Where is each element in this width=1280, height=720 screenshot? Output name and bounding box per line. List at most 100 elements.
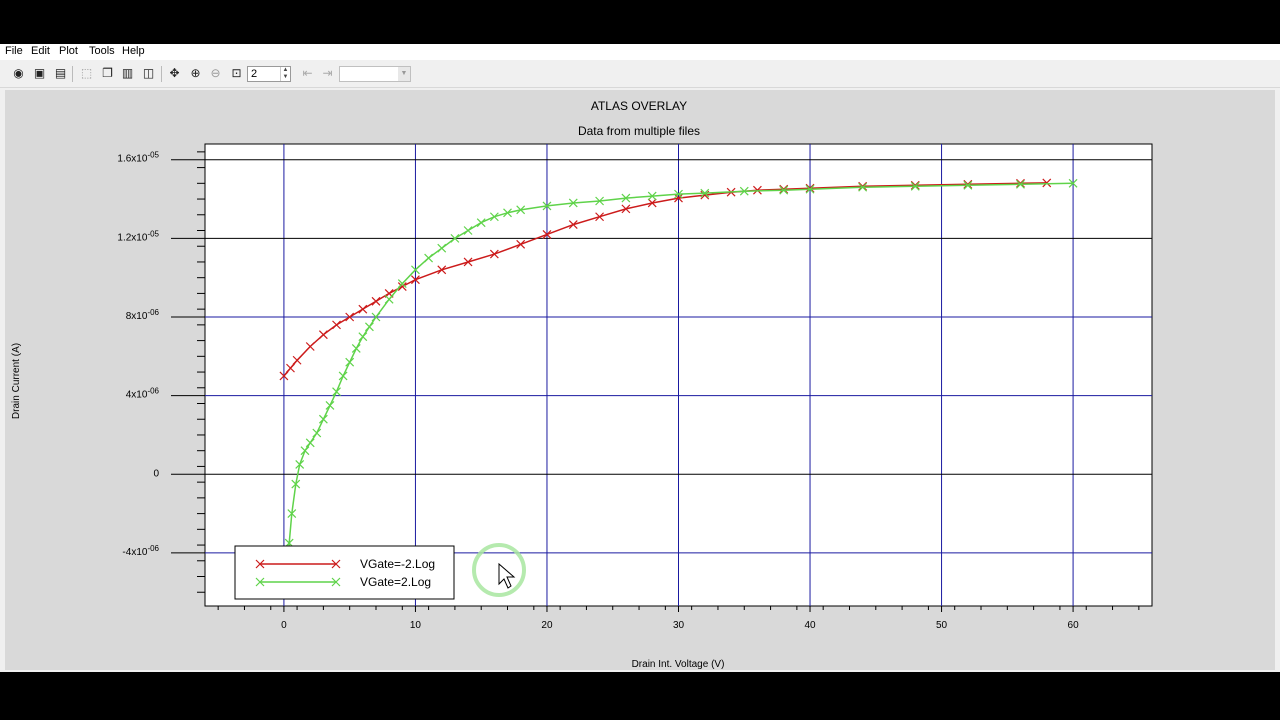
- data-point: [291, 479, 301, 489]
- chevron-down-icon[interactable]: ▼: [398, 67, 410, 81]
- grid: [205, 144, 1152, 606]
- data-point: [338, 371, 348, 381]
- data-point: [647, 191, 657, 201]
- data-point: [910, 180, 920, 190]
- data-point: [332, 387, 341, 397]
- data-point: [384, 294, 394, 304]
- legend-label: VGate=2.Log: [360, 575, 431, 589]
- data-point: [397, 282, 407, 291]
- data-point: [371, 296, 381, 306]
- data-point: [779, 185, 789, 195]
- copy-icon[interactable]: ❐: [102, 66, 113, 80]
- y-tick-label: 1.2x10-05: [117, 229, 159, 243]
- data-point: [286, 363, 295, 373]
- data-point: [805, 184, 815, 194]
- data-point: [595, 212, 605, 222]
- data-point: [371, 312, 381, 322]
- zoom-level-value: 2: [251, 68, 258, 80]
- data-point: [963, 180, 973, 190]
- data-point: [463, 257, 473, 267]
- toolbar-separator: [72, 66, 73, 82]
- mouse-pointer-icon: [498, 562, 516, 589]
- data-point: [312, 428, 322, 438]
- data-point: [463, 226, 473, 235]
- zoom-level-stepper[interactable]: 2 ▲ ▼: [247, 66, 291, 82]
- data-point: [542, 201, 552, 211]
- toolbar: ◉ ▣ ▤ ⬚ ❐ ▥ ◫ ✥ ⊕ ⊖ ⊡ 2 ▲ ▼ ⇤ ⇥ ▼: [0, 61, 1280, 88]
- data-point: [489, 212, 499, 222]
- data-point: [364, 322, 374, 332]
- data-point: [411, 265, 420, 275]
- data-point: [963, 179, 973, 189]
- data-point: [287, 509, 297, 519]
- chart-title: ATLAS OVERLAY: [591, 99, 687, 113]
- data-point: [779, 184, 789, 194]
- data-point: [621, 193, 631, 203]
- data-point: [318, 414, 328, 424]
- data-point: [647, 198, 657, 208]
- legend-box: [234, 545, 455, 600]
- data-point: [674, 193, 683, 203]
- tile-icon[interactable]: ◫: [142, 66, 155, 80]
- menu-help[interactable]: Help: [122, 45, 145, 57]
- data-point: [1068, 178, 1078, 188]
- menu-plot[interactable]: Plot: [59, 45, 78, 57]
- x-tick-label: 40: [804, 620, 816, 631]
- legend: VGate=-2.Log VGate=2.Log: [234, 545, 455, 600]
- series-line: [283, 182, 1047, 377]
- data-point: [358, 332, 368, 342]
- y-tick-mantissa: 4x10: [126, 390, 148, 401]
- axes: 0 10 20 30 40 50 60-4x10-0604x10-068x10-061.2x…: [117, 151, 1140, 631]
- chart-svg: ATLAS OVERLAY Data from multiple files 0…: [11, 99, 1153, 670]
- x-tick-label: 0: [281, 620, 287, 631]
- data-point: [805, 183, 815, 193]
- tonyplot-window: File Edit Plot Tools Help ◉ ▣ ▤ ⬚ ❐ ▥ ◫ …: [0, 44, 1280, 672]
- delete-icon[interactable]: ▥: [121, 66, 134, 80]
- toolbar-separator: [161, 66, 162, 82]
- data-point: [1016, 179, 1025, 189]
- data-point: [739, 186, 749, 196]
- data-point: [674, 189, 683, 199]
- data-point: [345, 312, 355, 322]
- y-tick-exponent: -06: [147, 544, 159, 553]
- zoom-out-icon[interactable]: ⊖: [210, 66, 221, 80]
- data-point: [858, 182, 868, 192]
- legend-marker: [331, 559, 341, 569]
- data-point: [358, 304, 368, 314]
- x-tick-label: 60: [1068, 620, 1080, 631]
- select-icon[interactable]: ⬚: [80, 66, 93, 80]
- data-point: [568, 220, 578, 230]
- data-point: [516, 239, 526, 249]
- plot-selector-combo[interactable]: ▼: [339, 66, 411, 82]
- zoom-in-icon[interactable]: ⊕: [190, 66, 201, 80]
- print-icon[interactable]: ▤: [54, 66, 67, 80]
- pan-icon[interactable]: ✥: [169, 66, 180, 80]
- y-tick-exponent: -05: [147, 229, 159, 238]
- menu-bar: File Edit Plot Tools Help: [0, 44, 1280, 60]
- open-icon[interactable]: ◉: [13, 66, 24, 80]
- data-point: [621, 204, 631, 214]
- y-tick-exponent: -05: [147, 151, 159, 160]
- menu-file[interactable]: File: [5, 45, 23, 57]
- data-point: [318, 330, 328, 340]
- stepper-arrows-icon[interactable]: ▲ ▼: [280, 67, 290, 81]
- menu-tools[interactable]: Tools: [89, 45, 115, 57]
- menu-edit[interactable]: Edit: [31, 45, 50, 57]
- zoom-box-icon[interactable]: ⊡: [231, 66, 242, 80]
- y-tick-mantissa: -4x10: [122, 547, 147, 558]
- y-tick-mantissa: 8x10: [126, 311, 148, 322]
- y-tick-label: 8x10-06: [126, 308, 160, 322]
- series-0: [279, 178, 1052, 381]
- data-point: [568, 198, 578, 208]
- data-point: [300, 446, 310, 456]
- save-icon[interactable]: ▣: [33, 66, 46, 80]
- redo-zoom-icon[interactable]: ⇥: [322, 66, 333, 80]
- plot-area: ATLAS OVERLAY Data from multiple files 0…: [5, 90, 1275, 670]
- y-tick-label: 1.6x10-05: [117, 151, 159, 165]
- legend-marker: [255, 559, 265, 569]
- undo-zoom-icon[interactable]: ⇤: [302, 66, 313, 80]
- data-point: [1042, 178, 1052, 188]
- data-point: [279, 371, 289, 381]
- y-tick-exponent: -06: [147, 387, 159, 396]
- y-tick-mantissa: 1.6x10: [117, 154, 147, 165]
